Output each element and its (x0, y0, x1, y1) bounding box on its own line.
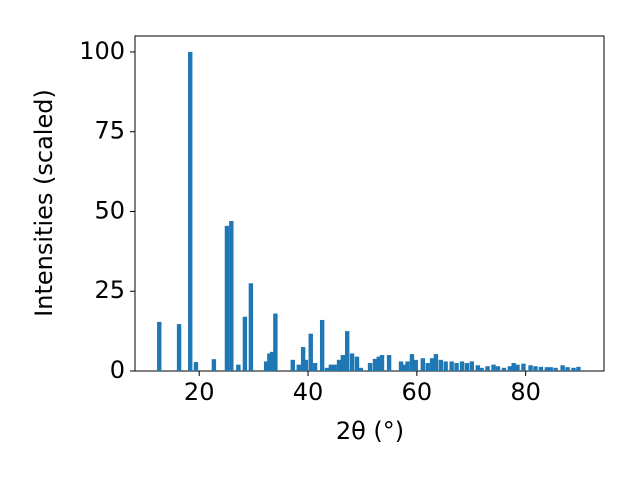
bar (491, 364, 496, 371)
bar (511, 363, 516, 371)
bar (515, 364, 520, 371)
bar (528, 365, 533, 371)
bar (229, 221, 234, 371)
bar (433, 354, 439, 371)
x-tick-label: 40 (293, 378, 324, 406)
bar (485, 366, 490, 371)
bar (429, 358, 435, 371)
bar (438, 359, 443, 371)
bar (224, 225, 230, 371)
bar (386, 355, 392, 371)
bar (319, 319, 325, 371)
plot-frame (134, 35, 605, 372)
bar (449, 361, 454, 371)
bar (544, 367, 550, 371)
x-axis-label: 2θ (°) (336, 417, 404, 445)
bar (376, 356, 381, 371)
bar (358, 367, 363, 371)
bar (367, 363, 373, 371)
bar (296, 364, 301, 371)
bar (379, 355, 385, 371)
y-tick-label: 75 (94, 117, 125, 145)
bar (409, 354, 415, 371)
bar (405, 361, 410, 371)
bar (269, 351, 275, 371)
bar (336, 359, 342, 371)
bar (324, 367, 330, 371)
bar (211, 359, 217, 371)
bar (443, 361, 448, 371)
bar (479, 367, 484, 371)
bar (300, 347, 306, 371)
bar (576, 366, 581, 371)
y-tick-label: 50 (94, 196, 125, 224)
bar (372, 358, 378, 371)
bar (344, 331, 350, 371)
bar (176, 324, 182, 371)
bar (248, 283, 254, 371)
bar (495, 366, 501, 371)
bar (475, 365, 480, 371)
bar (354, 356, 360, 371)
x-tick-label: 20 (184, 378, 215, 406)
bar (507, 366, 513, 371)
bar (402, 364, 408, 371)
bar (188, 51, 193, 371)
x-tick-label: 80 (510, 378, 541, 406)
x-tick-label: 60 (402, 378, 433, 406)
bar (425, 363, 430, 371)
bar (312, 363, 318, 371)
bar (398, 361, 404, 371)
bar (303, 359, 309, 371)
bar (464, 363, 470, 371)
bar (263, 361, 269, 371)
bar (548, 367, 553, 371)
y-tick-label: 100 (79, 37, 125, 65)
bar (521, 363, 526, 371)
bar (308, 333, 313, 371)
bar (236, 364, 241, 371)
bar (571, 367, 576, 371)
y-axis-label: Intensities (scaled) (30, 89, 58, 317)
bar (193, 362, 199, 371)
bar (459, 361, 465, 371)
bar (267, 353, 272, 371)
bar (501, 367, 507, 371)
bar (469, 361, 474, 371)
bar (454, 363, 459, 371)
bar (157, 321, 162, 371)
bar (242, 316, 248, 371)
bar (273, 313, 278, 371)
bar (332, 364, 337, 371)
bar (538, 366, 544, 371)
bar (533, 366, 538, 371)
bar (349, 353, 355, 371)
bar (328, 364, 334, 371)
bar (290, 359, 295, 371)
y-tick-label: 25 (94, 276, 125, 304)
bar (565, 367, 570, 371)
bar (420, 358, 426, 371)
bar (340, 355, 346, 371)
bar (560, 365, 565, 371)
bar (413, 359, 418, 371)
bar (553, 367, 558, 371)
y-tick-label: 0 (110, 356, 125, 384)
